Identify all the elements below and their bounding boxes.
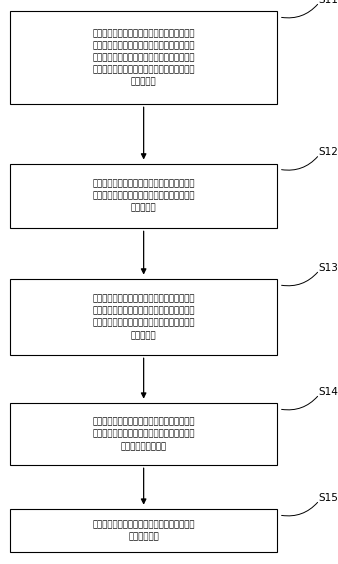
Bar (10, 11, 277, 104)
Text: S14: S14 (318, 387, 338, 397)
Bar (10, 164, 277, 228)
Text: S11: S11 (318, 0, 338, 5)
Text: S15: S15 (318, 493, 338, 503)
Text: 疲劳驾驶主机接收所述解析文件，根据所述解
析文件判断对应的驾驶员状态信息，并发送至
所述工控机: 疲劳驾驶主机接收所述解析文件，根据所述解 析文件判断对应的驾驶员状态信息，并发送… (92, 179, 195, 213)
Bar (10, 509, 277, 552)
Text: 显示器显示所述疲劳驾驶主机的设备信息和对
应的检测结果: 显示器显示所述疲劳驾驶主机的设备信息和对 应的检测结果 (92, 520, 195, 541)
Text: S12: S12 (318, 147, 338, 157)
Bar (10, 403, 277, 465)
Bar (10, 279, 277, 355)
Text: 所述工控机根据所述疲劳驾驶主机发送的所述
驾驶员状态信息与预先存储的所述视频片段对
应的预设标准状态信息映射表进行比对，并生
成检测结果: 所述工控机根据所述疲劳驾驶主机发送的所述 驾驶员状态信息与预先存储的所述视频片段… (92, 294, 195, 340)
Text: 视频录像回放组件根据工控机的控制指令实时
生成时间戳信息，对预先存储的疲劳状态和非
疲劳状态的视频片段进行解析，并将生成的包
含有所述时间戳信息的解析文件实时发: 视频录像回放组件根据工控机的控制指令实时 生成时间戳信息，对预先存储的疲劳状态和… (92, 29, 195, 87)
Text: S13: S13 (318, 263, 338, 273)
Text: 扫描枪扫描预先设置在所述疲劳驾驶主机上的
设备标识，读取所述疲劳驾驶主机的设备信息
并发送至所述工控机: 扫描枪扫描预先设置在所述疲劳驾驶主机上的 设备标识，读取所述疲劳驾驶主机的设备信… (92, 417, 195, 451)
